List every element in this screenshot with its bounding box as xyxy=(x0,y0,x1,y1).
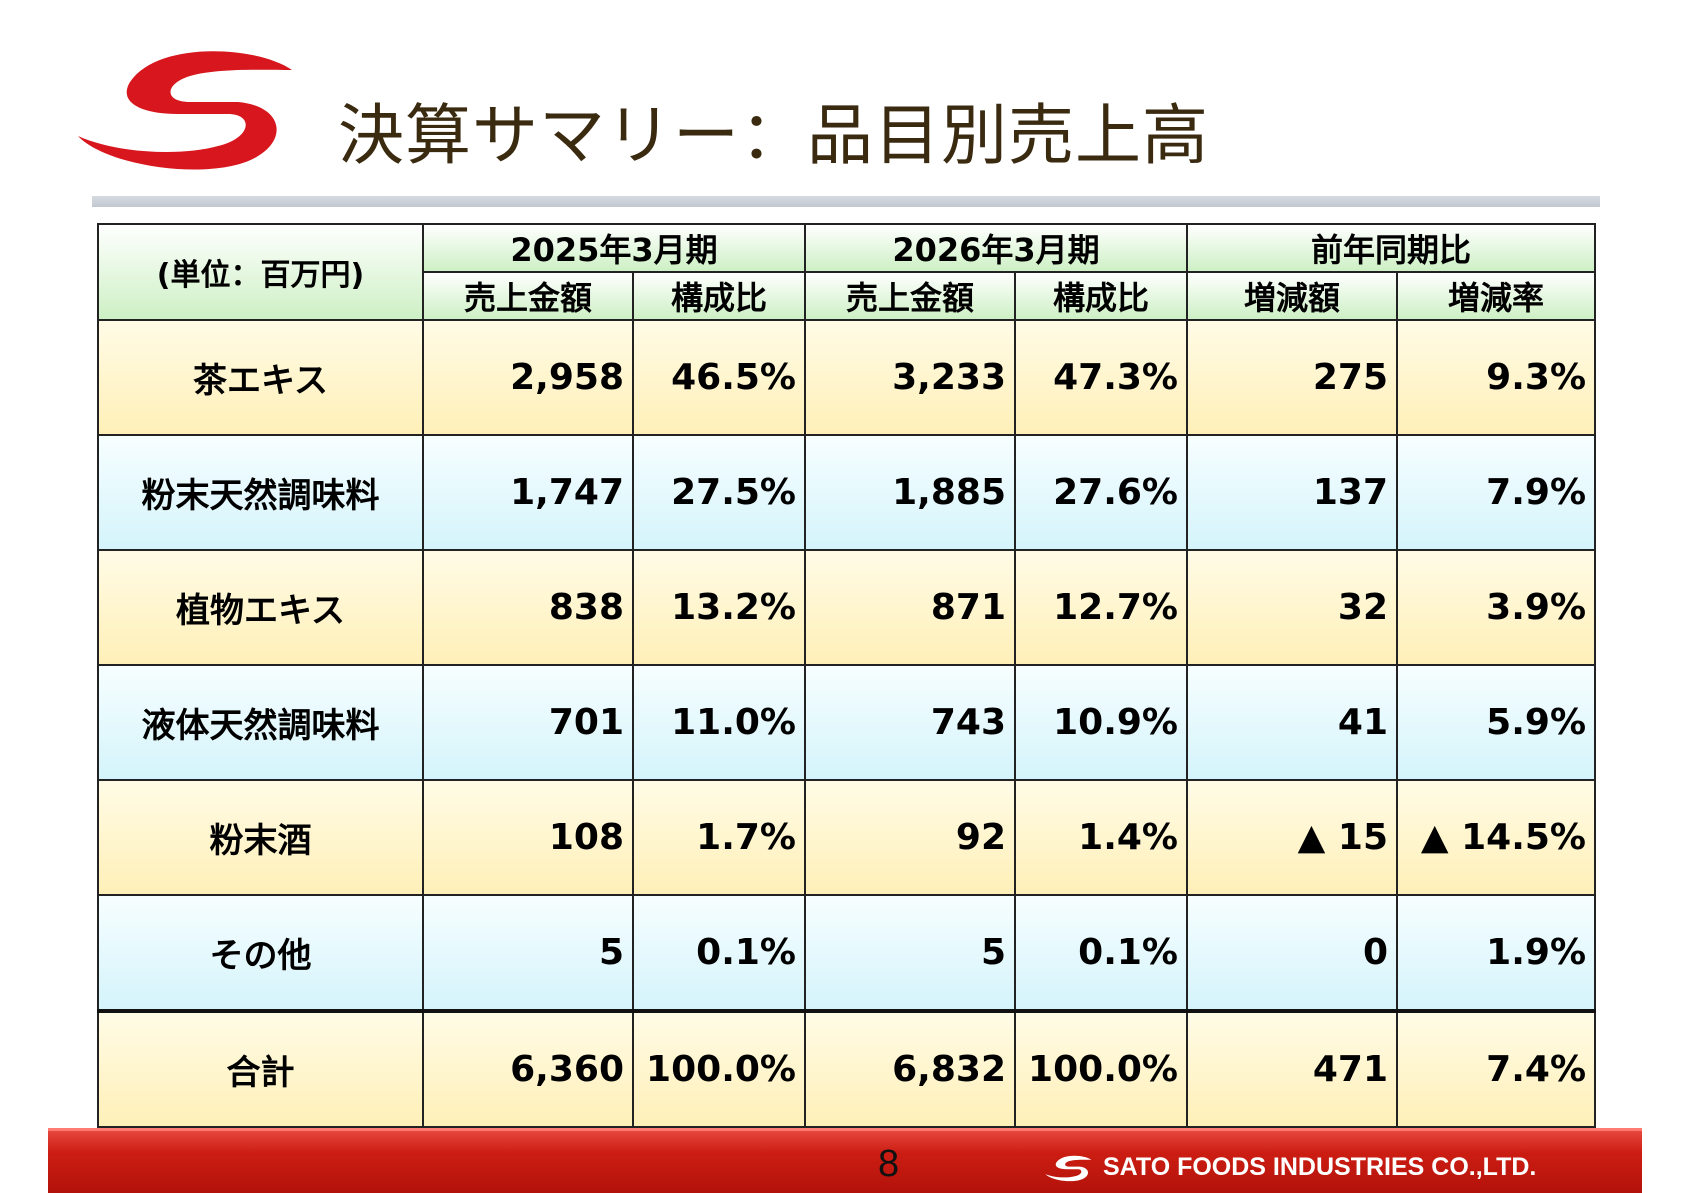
change-cell: 275 xyxy=(1186,319,1398,436)
sales-2026-cell: 3,233 xyxy=(804,319,1016,436)
col-header-change-rate: 増減率 xyxy=(1395,271,1597,321)
total-sales-2026: 6,832 xyxy=(804,1009,1016,1128)
change-cell: 41 xyxy=(1186,664,1398,781)
table-row: 粉末天然調味料 1,747 27.5% 1,885 27.6% 137 7.9% xyxy=(97,434,1597,551)
ratio-2026-cell: 12.7% xyxy=(1014,549,1188,666)
ratio-2026-cell: 27.6% xyxy=(1014,434,1188,551)
ratio-2026-cell: 0.1% xyxy=(1014,894,1188,1012)
table-total-row: 合計 6,360 100.0% 6,832 100.0% 471 7.4% xyxy=(97,1009,1597,1128)
change-rate-cell: 9.3% xyxy=(1395,319,1597,436)
table-row: 粉末酒 108 1.7% 92 1.4% ▲ 15 ▲ 14.5% xyxy=(97,779,1597,896)
item-name: 植物エキス xyxy=(97,549,424,666)
ratio-2025-cell: 0.1% xyxy=(632,894,806,1012)
item-name: 茶エキス xyxy=(97,319,424,436)
item-name: 液体天然調味料 xyxy=(97,664,424,781)
change-rate-cell: 1.9% xyxy=(1395,894,1597,1012)
company-name: SATO FOODS INDUSTRIES CO.,LTD. xyxy=(1103,1153,1537,1181)
item-name: 粉末天然調味料 xyxy=(97,434,424,551)
sales-2025-cell: 5 xyxy=(422,894,634,1012)
table-subheader-row: 売上金額 構成比 売上金額 構成比 増減額 増減率 xyxy=(98,271,1597,321)
sales-by-item-table: (単位：百万円) 2025年3月期 2026年3月期 前年同期比 売上金額 構成… xyxy=(97,223,1597,1128)
ratio-2025-cell: 27.5% xyxy=(632,434,806,551)
page-title: 決算サマリー：品目別売上高 xyxy=(338,97,1209,174)
sato-foods-footer-logo-icon xyxy=(1045,1155,1092,1182)
ratio-2026-cell: 10.9% xyxy=(1014,664,1188,781)
ratio-2025-cell: 1.7% xyxy=(632,779,806,896)
sales-2025-cell: 2,958 xyxy=(422,319,634,436)
sales-2025-cell: 701 xyxy=(422,664,634,781)
ratio-2025-cell: 13.2% xyxy=(632,549,806,666)
footer-bar xyxy=(48,1128,1642,1193)
col-header-ratio-2025: 構成比 xyxy=(632,271,806,321)
ratio-2025-cell: 46.5% xyxy=(632,319,806,436)
change-rate-cell: 7.9% xyxy=(1395,434,1597,551)
table-header-row: (単位：百万円) 2025年3月期 2026年3月期 前年同期比 xyxy=(97,223,1597,321)
ratio-2026-cell: 1.4% xyxy=(1014,779,1188,896)
sales-2025-cell: 1,747 xyxy=(422,434,634,551)
sales-2026-cell: 1,885 xyxy=(804,434,1016,551)
page-number: 8 xyxy=(878,1143,900,1185)
group-header-2025: 2025年3月期 xyxy=(422,223,806,273)
sato-foods-logo-icon xyxy=(78,51,292,170)
change-cell: 137 xyxy=(1186,434,1398,551)
table-row: 液体天然調味料 701 11.0% 743 10.9% 41 5.9% xyxy=(97,664,1597,781)
sales-2026-cell: 5 xyxy=(804,894,1016,1012)
item-name: 粉末酒 xyxy=(97,779,424,896)
total-ratio-2025: 100.0% xyxy=(632,1009,806,1128)
col-header-sales-2025: 売上金額 xyxy=(422,271,634,321)
sales-2026-cell: 871 xyxy=(804,549,1016,666)
sales-2026-cell: 743 xyxy=(804,664,1016,781)
col-header-sales-2026: 売上金額 xyxy=(804,271,1016,321)
change-cell: 0 xyxy=(1186,894,1398,1012)
total-change: 471 xyxy=(1186,1009,1398,1128)
ratio-2026-cell: 47.3% xyxy=(1014,319,1188,436)
sales-2025-cell: 108 xyxy=(422,779,634,896)
col-header-ratio-2026: 構成比 xyxy=(1014,271,1188,321)
total-ratio-2026: 100.0% xyxy=(1014,1009,1188,1128)
group-header-yoy: 前年同期比 xyxy=(1185,223,1597,273)
sales-2025-cell: 838 xyxy=(422,549,634,666)
total-label: 合計 xyxy=(97,1009,424,1128)
table-row: その他 5 0.1% 5 0.1% 0 1.9% xyxy=(97,894,1597,1012)
unit-label: (単位：百万円) xyxy=(97,223,424,321)
total-sales-2025: 6,360 xyxy=(422,1009,634,1128)
table-row: 茶エキス 2,958 46.5% 3,233 47.3% 275 9.3% xyxy=(97,319,1597,436)
change-rate-cell: 3.9% xyxy=(1395,549,1597,666)
table-row: 植物エキス 838 13.2% 871 12.7% 32 3.9% xyxy=(97,549,1597,666)
sales-2026-cell: 92 xyxy=(804,779,1016,896)
col-header-change: 増減額 xyxy=(1186,271,1398,321)
item-name: その他 xyxy=(97,894,424,1012)
change-rate-cell: ▲ 14.5% xyxy=(1395,779,1597,896)
ratio-2025-cell: 11.0% xyxy=(632,664,806,781)
title-divider xyxy=(92,196,1600,207)
change-rate-cell: 5.9% xyxy=(1395,664,1597,781)
change-cell: ▲ 15 xyxy=(1186,779,1398,896)
group-header-2026: 2026年3月期 xyxy=(804,223,1188,273)
change-cell: 32 xyxy=(1186,549,1398,666)
total-change-rate: 7.4% xyxy=(1395,1009,1597,1128)
